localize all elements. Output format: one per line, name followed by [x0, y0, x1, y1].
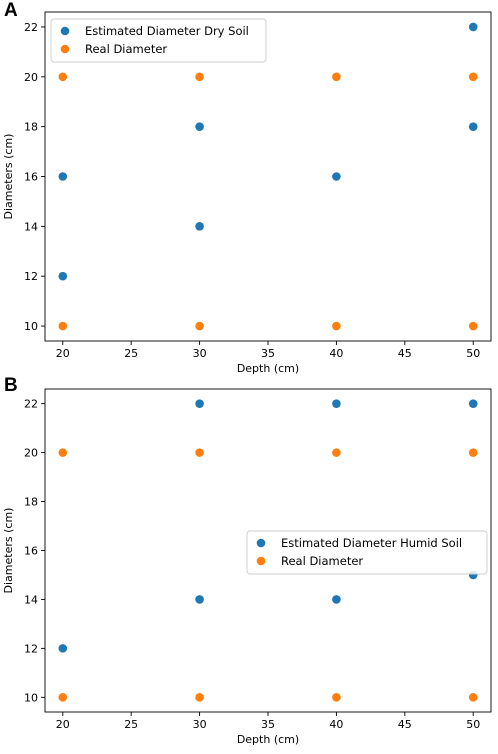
- data-point-real: [332, 72, 341, 82]
- x-tick-label: 35: [261, 347, 275, 360]
- legend-marker: [256, 538, 266, 548]
- x-tick-label: 25: [124, 347, 138, 360]
- data-point-real: [195, 448, 204, 457]
- y-tick-label: 18: [24, 496, 38, 509]
- y-tick-label: 14: [24, 220, 38, 233]
- data-point-estimated: [332, 172, 341, 181]
- data-point-real: [58, 693, 68, 702]
- x-tick-label: 35: [261, 718, 275, 731]
- data-point-estimated: [58, 644, 68, 653]
- data-point-estimated: [332, 595, 341, 604]
- y-tick-label: 16: [24, 545, 38, 558]
- x-tick-label: 50: [466, 718, 480, 731]
- data-point-real: [195, 321, 204, 331]
- data-point-real: [332, 448, 341, 457]
- data-point-real: [468, 448, 478, 457]
- y-axis-label: Diameters (cm): [2, 134, 15, 220]
- data-point-estimated: [195, 399, 204, 408]
- x-tick-label: 45: [398, 718, 412, 731]
- chart-panel-a: 20 25 30 35 40 45 50 10 12 14 16 18 20 22 Depth (cm) Di…: [2, 11, 492, 375]
- x-axis-label: Depth (cm): [237, 733, 299, 746]
- y-tick-label: 12: [24, 270, 38, 283]
- y-tick-label: 18: [24, 121, 38, 134]
- data-point-estimated: [195, 595, 204, 604]
- data-point-real: [468, 72, 478, 82]
- x-tick-label: 25: [124, 718, 138, 731]
- legend-label: Real Diameter: [85, 42, 167, 56]
- data-point-estimated: [58, 271, 68, 281]
- x-tick-label: 40: [329, 347, 343, 360]
- legend-marker: [256, 556, 266, 566]
- data-point-real: [332, 693, 341, 702]
- y-axis-label: Diameters (cm): [2, 508, 15, 594]
- data-point-estimated: [195, 122, 204, 131]
- data-point-estimated: [468, 22, 478, 32]
- data-point-real: [468, 321, 478, 331]
- y-tick-label: 22: [24, 21, 38, 34]
- y-tick-label: 10: [24, 320, 38, 333]
- legend-marker: [60, 26, 70, 36]
- data-point-estimated: [468, 122, 478, 131]
- y-tick-label: 20: [24, 447, 38, 460]
- x-axis-label: Depth (cm): [237, 362, 299, 375]
- x-tick-label: 30: [193, 347, 207, 360]
- y-tick-label: 16: [24, 171, 38, 184]
- legend: Estimated Diameter Dry Soil Real Diameter: [50, 18, 267, 63]
- legend-label: Estimated Diameter Humid Soil: [281, 536, 462, 550]
- x-tick-label: 40: [329, 718, 343, 731]
- data-point-real: [468, 693, 478, 702]
- legend-box: [246, 530, 488, 575]
- data-point-estimated: [468, 399, 478, 408]
- legend-label: Estimated Diameter Dry Soil: [85, 24, 249, 38]
- panel-b-letter: B: [4, 375, 18, 396]
- chart-panel-b: 20 25 30 35 40 45 50 10 12 14 16 18 20 22 Depth (cm) Di…: [2, 388, 492, 746]
- x-tick-label: 30: [193, 718, 207, 731]
- y-tick-label: 22: [24, 398, 38, 411]
- data-point-estimated: [58, 172, 68, 181]
- data-point-real: [195, 72, 204, 82]
- y-tick-label: 14: [24, 593, 38, 606]
- x-tick-label: 20: [56, 718, 70, 731]
- data-point-real: [195, 693, 204, 702]
- data-point-real: [332, 321, 341, 331]
- data-point-real: [58, 72, 68, 82]
- data-point-estimated: [195, 222, 204, 231]
- data-point-real: [58, 321, 68, 331]
- legend-marker: [60, 44, 70, 54]
- legend-box: [50, 18, 267, 63]
- x-tick-label: 20: [56, 347, 70, 360]
- x-tick-label: 50: [466, 347, 480, 360]
- y-tick-label: 10: [24, 691, 38, 704]
- legend: Estimated Diameter Humid Soil Real Diamet…: [246, 530, 488, 575]
- data-point-real: [58, 448, 68, 457]
- y-tick-label: 12: [24, 642, 38, 655]
- panel-a-letter: A: [4, 0, 18, 21]
- data-point-estimated: [332, 399, 341, 408]
- y-tick-label: 20: [24, 71, 38, 84]
- legend-label: Real Diameter: [281, 554, 363, 568]
- x-tick-label: 45: [398, 347, 412, 360]
